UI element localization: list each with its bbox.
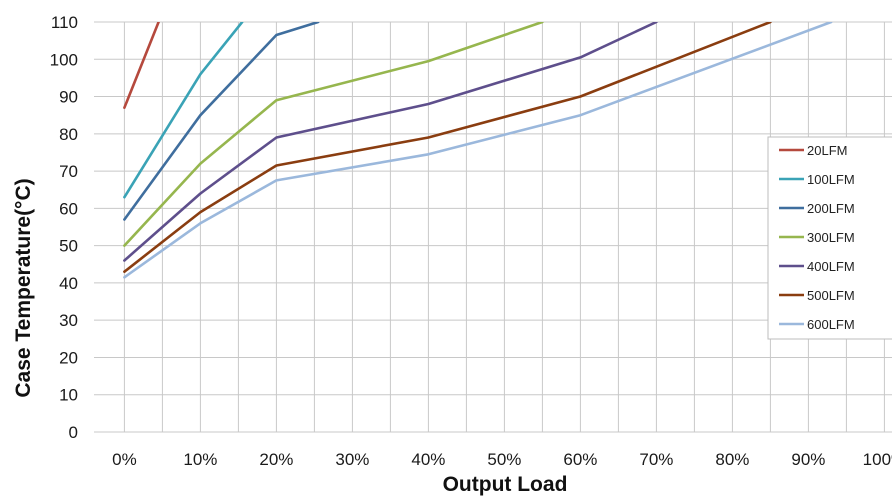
legend-label: 300LFM bbox=[807, 230, 855, 245]
series-line-20lfm bbox=[123, 22, 160, 109]
legend-label: 200LFM bbox=[807, 201, 855, 216]
y-tick-label: 0 bbox=[69, 423, 78, 442]
y-tick-label: 10 bbox=[59, 386, 78, 405]
series-line-100lfm bbox=[123, 22, 244, 199]
x-tick-label: 100% bbox=[863, 450, 892, 469]
y-tick-label: 100 bbox=[50, 50, 78, 69]
series-line-200lfm bbox=[123, 22, 320, 221]
x-tick-label: 50% bbox=[487, 450, 521, 469]
x-tick-label: 80% bbox=[715, 450, 749, 469]
y-tick-label: 60 bbox=[59, 199, 78, 218]
y-tick-label: 30 bbox=[59, 311, 78, 330]
y-tick-label: 50 bbox=[59, 237, 78, 256]
x-tick-label: 60% bbox=[563, 450, 597, 469]
series-line-300lfm bbox=[123, 22, 544, 247]
series-line-400lfm bbox=[123, 22, 658, 262]
legend-label: 100LFM bbox=[807, 172, 855, 187]
legend-label: 500LFM bbox=[807, 288, 855, 303]
x-axis-ticks: 0% 10% 20% 30% 40% 50% 60% 70% 80% 90% 100% bbox=[112, 450, 892, 469]
series-line-500lfm bbox=[123, 22, 772, 274]
y-tick-label: 90 bbox=[59, 88, 78, 107]
legend-label: 20LFM bbox=[807, 143, 847, 158]
x-tick-label: 0% bbox=[112, 450, 137, 469]
y-axis-title: Case Temperature(°C) bbox=[12, 178, 35, 397]
x-tick-label: 20% bbox=[259, 450, 293, 469]
legend-label: 600LFM bbox=[807, 317, 855, 332]
x-axis-title: Output Load bbox=[443, 473, 568, 496]
legend-label: 400LFM bbox=[807, 259, 855, 274]
y-tick-label: 70 bbox=[59, 162, 78, 181]
y-tick-label: 80 bbox=[59, 125, 78, 144]
y-tick-label: 20 bbox=[59, 348, 78, 367]
y-tick-label: 110 bbox=[51, 13, 78, 32]
legend: 20LFM 100LFM 200LFM 300LFM 400LFM 500LFM 600LF… bbox=[767, 136, 892, 340]
x-tick-label: 90% bbox=[791, 450, 825, 469]
y-axis-ticks: 0 10 20 30 40 50 60 70 80 90 100 110 bbox=[50, 13, 78, 442]
y-tick-label: 40 bbox=[59, 274, 78, 293]
x-tick-label: 10% bbox=[183, 450, 217, 469]
series-line-600lfm bbox=[123, 22, 833, 279]
series-lines bbox=[123, 22, 833, 279]
x-tick-label: 70% bbox=[639, 450, 673, 469]
x-tick-label: 40% bbox=[411, 450, 445, 469]
x-tick-label: 30% bbox=[335, 450, 369, 469]
